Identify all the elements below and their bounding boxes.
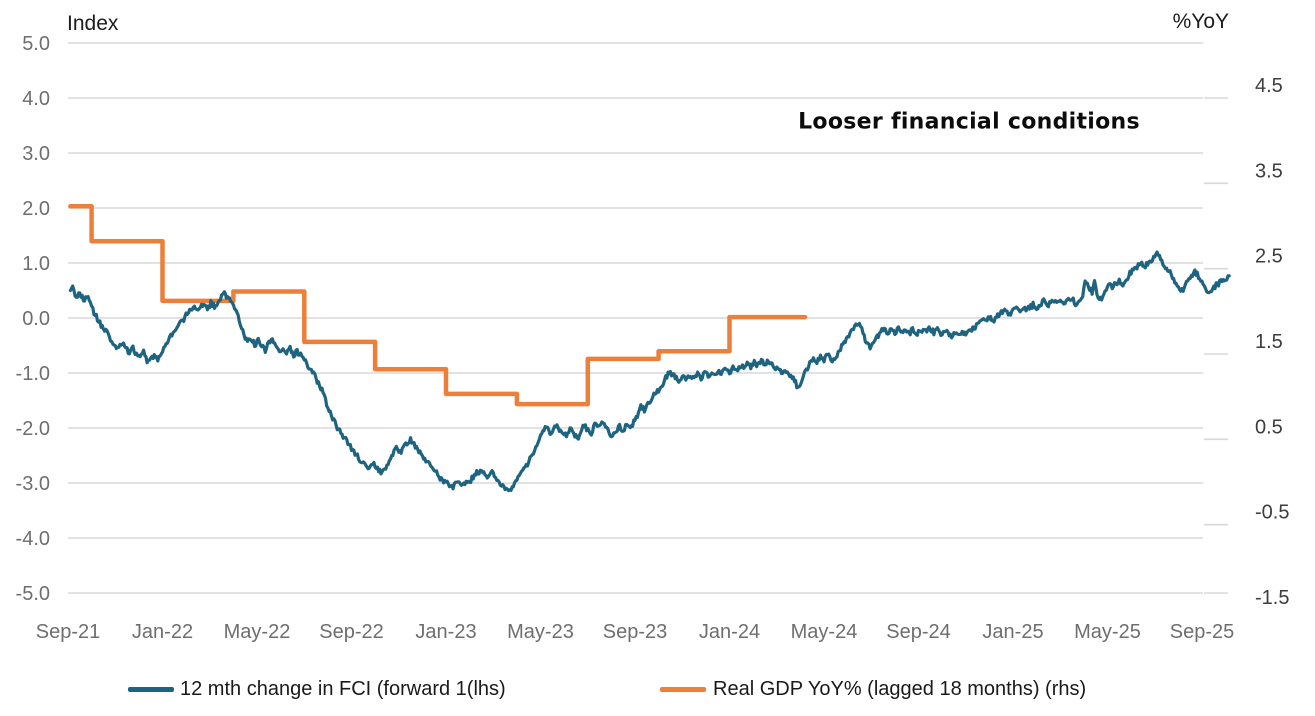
x-axis-tick-label: Jan-23 — [415, 621, 476, 643]
x-axis-tick-label: Jan-25 — [982, 621, 1043, 643]
gdp-step-line — [68, 203, 808, 407]
x-axis-tick-label: May-23 — [507, 621, 574, 643]
left-axis-tick-label: -3.0 — [16, 473, 50, 495]
left-axis-tick-label: -4.0 — [16, 528, 50, 550]
right-axis-title: %YoY — [1172, 10, 1229, 33]
x-axis-tick-label: May-25 — [1074, 621, 1141, 643]
x-axis-tick-label: Sep-25 — [1170, 621, 1235, 643]
x-axis-tick-label: Jan-22 — [132, 621, 193, 643]
legend-swatch-gdp — [660, 687, 706, 692]
right-axis-tick-label: 4.5 — [1255, 75, 1283, 97]
right-axis-tick-label: 0.5 — [1255, 416, 1283, 438]
left-axis-tick-label: 5.0 — [22, 33, 50, 55]
left-axis-tick-label: 1.0 — [22, 253, 50, 275]
left-axis-title: Index — [67, 12, 119, 35]
x-axis-tick-label: Jan-24 — [699, 621, 760, 643]
x-axis-tick-label: Sep-23 — [603, 621, 668, 643]
right-axis-tick-label: 3.5 — [1255, 160, 1283, 182]
right-axis-tick-label: -1.5 — [1255, 587, 1289, 609]
right-axis-tick-label: -0.5 — [1255, 502, 1289, 524]
left-axis-tick-label: -2.0 — [16, 418, 50, 440]
x-axis-tick-label: Sep-21 — [36, 621, 101, 643]
left-axis-tick-label: -1.0 — [16, 363, 50, 385]
right-axis-tick-label: 2.5 — [1255, 246, 1283, 268]
left-axis-tick-label: 2.0 — [22, 198, 50, 220]
x-axis-tick-label: Sep-22 — [319, 621, 384, 643]
legend-label-fci: 12 mth change in FCI (forward 1(lhs) — [180, 678, 506, 700]
legend-label-gdp: Real GDP YoY% (lagged 18 months) (rhs) — [713, 678, 1087, 700]
left-axis-tick-label: 4.0 — [22, 88, 50, 110]
chart-annotation: Looser financial conditions — [798, 109, 1140, 135]
legend-swatch-fci — [128, 687, 174, 692]
x-axis-tick-label: May-22 — [224, 621, 291, 643]
left-axis-tick-label: 0.0 — [22, 308, 50, 330]
left-axis-tick-label: 3.0 — [22, 143, 50, 165]
x-axis-tick-label: Sep-24 — [886, 621, 951, 643]
right-axis-tick-label: 1.5 — [1255, 331, 1283, 353]
x-axis-tick-label: May-24 — [791, 621, 858, 643]
fci-line — [68, 250, 1231, 493]
left-axis-tick-label: -5.0 — [16, 583, 50, 605]
